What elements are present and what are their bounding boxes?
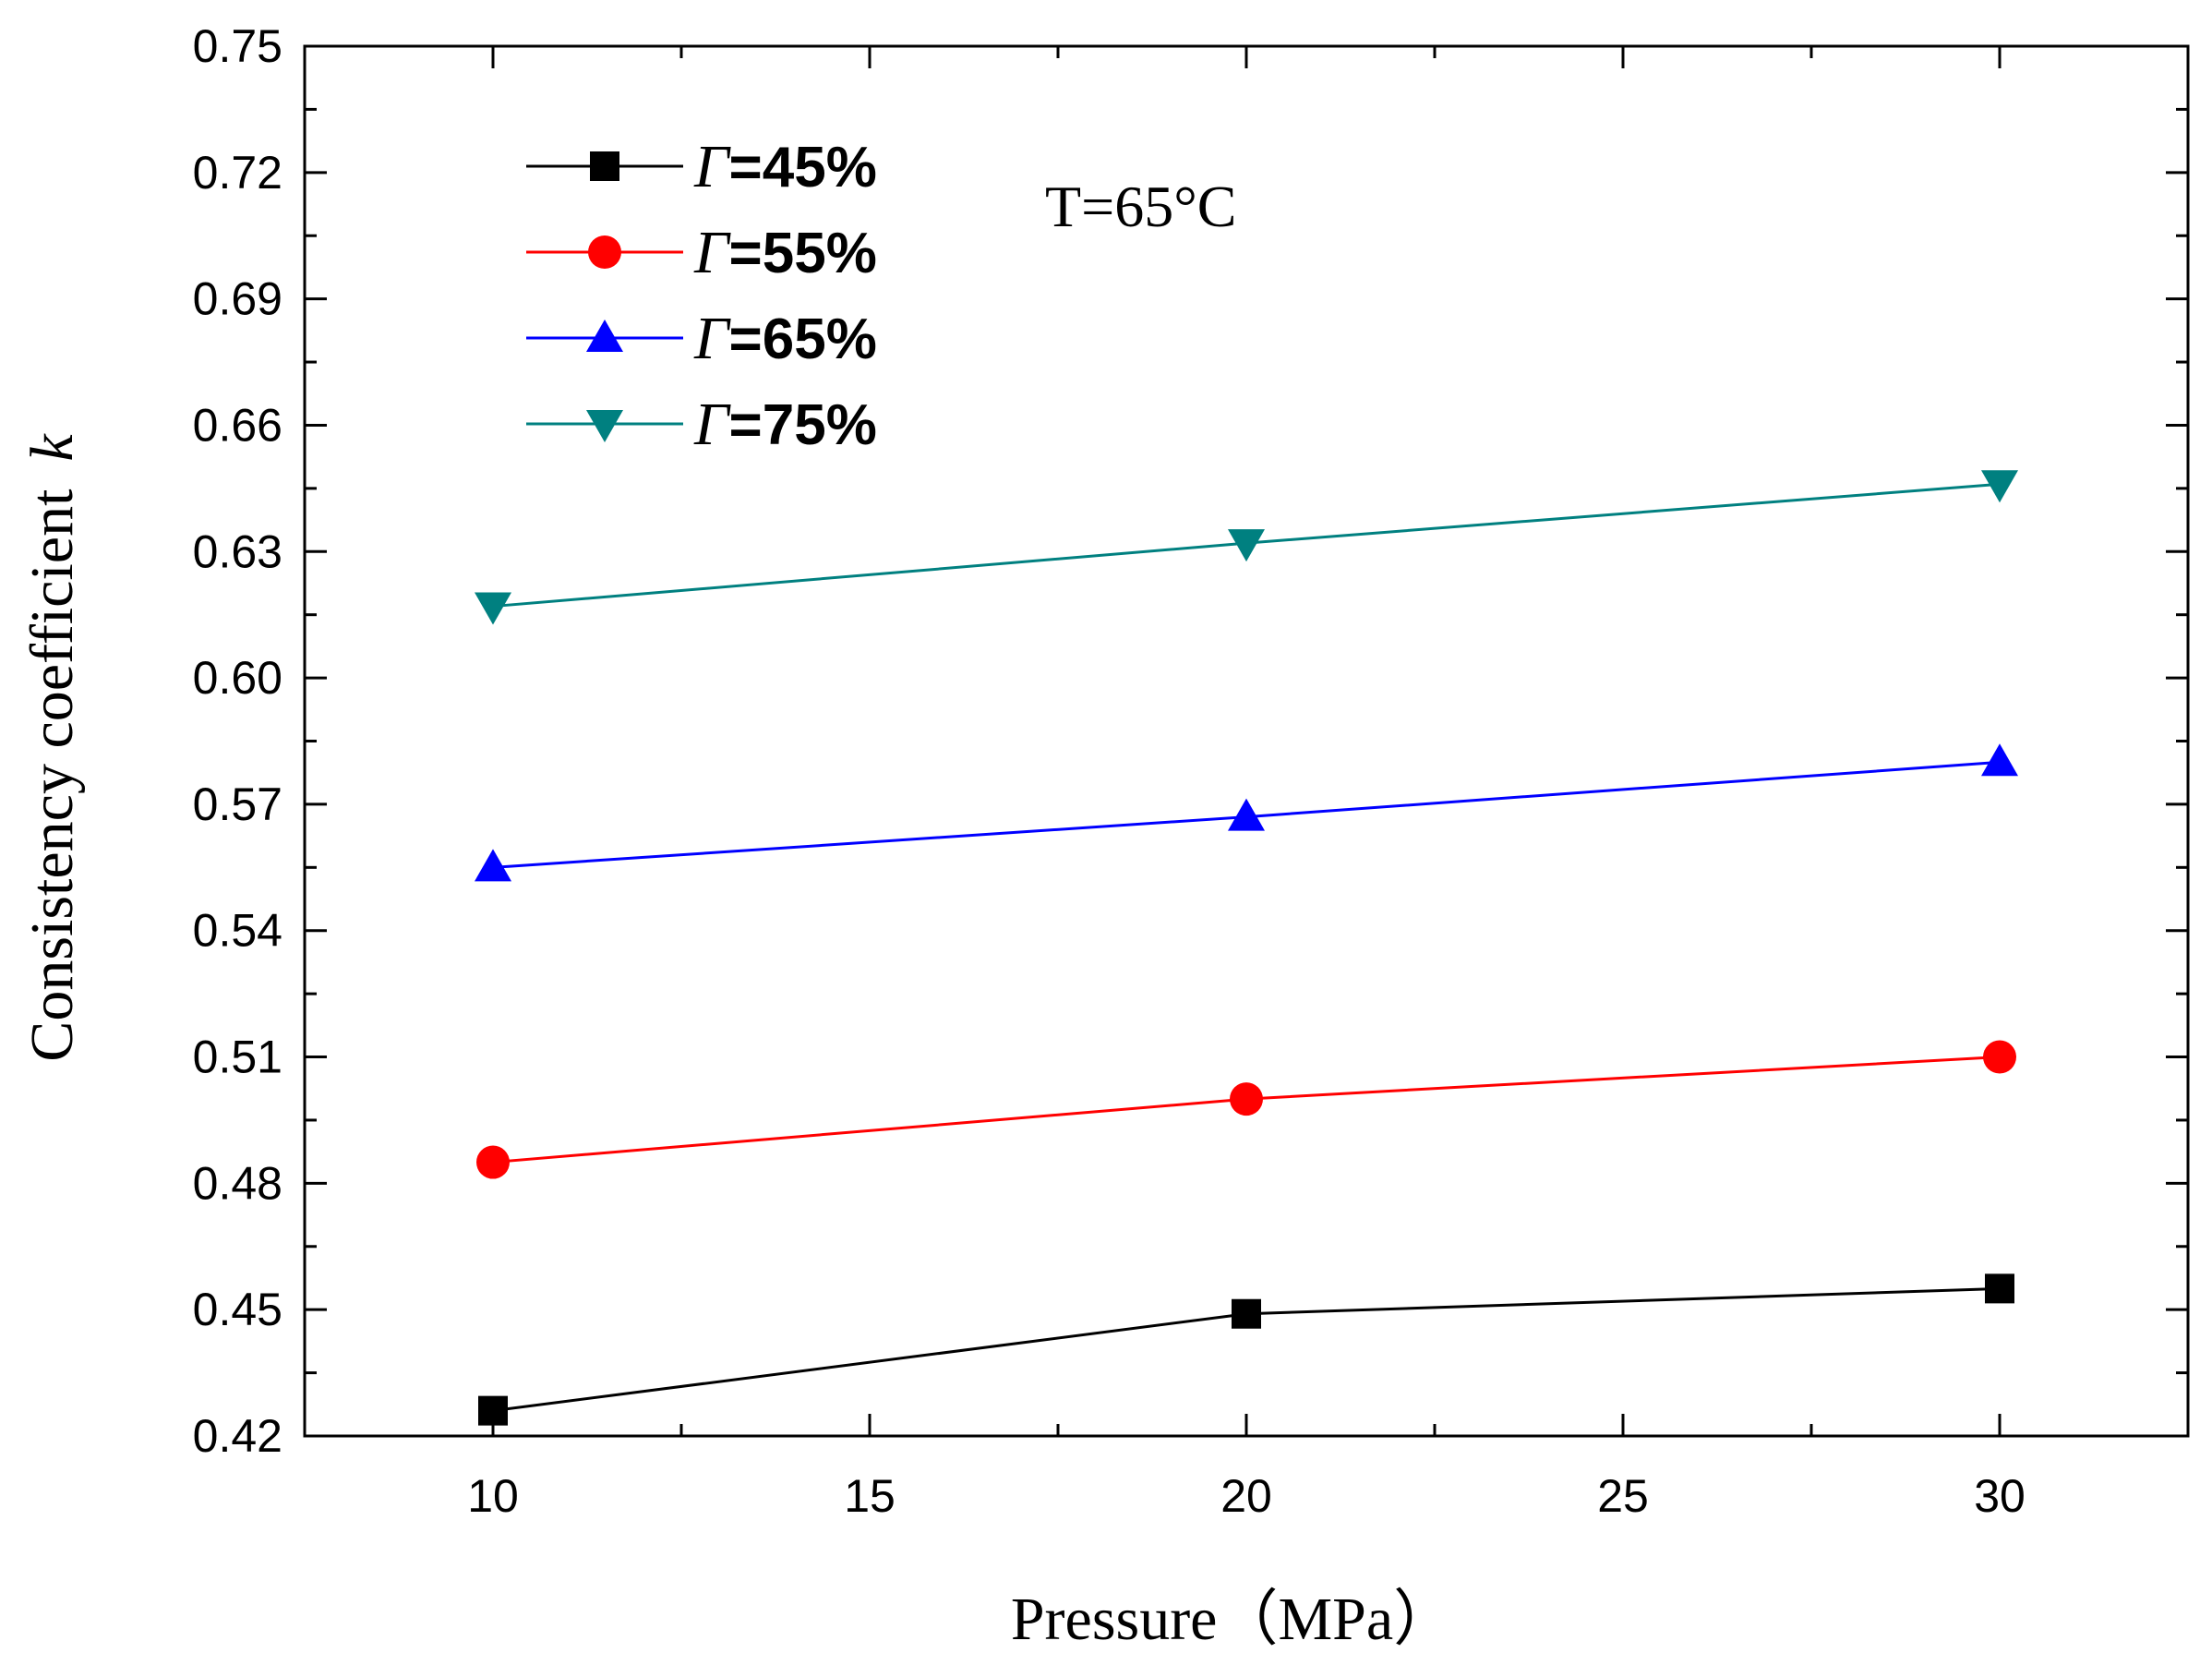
legend-value-3: =75% [729, 393, 877, 457]
legend-marker-1 [588, 235, 621, 269]
x-tick-label: 20 [1220, 1470, 1272, 1522]
data-point-3-2 [1981, 470, 2018, 503]
legend-label-3: Γ=75% [693, 391, 877, 458]
legend: Γ=45%Γ=55%Γ=65%Γ=75% [526, 133, 877, 458]
data-point-0-2 [1985, 1273, 2014, 1304]
x-axis-title: Pressure（MPa） [1011, 1586, 1454, 1653]
y-tick-label: 0.69 [193, 273, 283, 325]
legend-symbol-2: Γ [693, 305, 731, 372]
x-tick-label: 30 [1974, 1470, 2026, 1522]
data-point-1-0 [476, 1145, 510, 1179]
legend-symbol-3: Γ [693, 391, 731, 458]
x-axis: 10 15 20 25 30 [303, 46, 2190, 1522]
plot-frame [303, 44, 2190, 1438]
legend-label-0: Γ=45% [693, 133, 877, 200]
y-tick-label: 0.75 [193, 20, 283, 72]
y-axis: 0.42 0.45 0.48 0.51 0.54 0.57 0.60 0.63 0.66 0.69… [193, 20, 2188, 1462]
x-tick-label: 15 [844, 1470, 896, 1522]
x-tick-label: 10 [467, 1470, 519, 1522]
y-tick-label: 0.48 [193, 1157, 283, 1209]
y-tick-label: 0.54 [193, 905, 283, 957]
y-tick-label: 0.60 [193, 652, 283, 704]
data-point-3-1 [1228, 529, 1265, 562]
legend-value-2: =65% [729, 308, 877, 371]
x-tick-label: 25 [1597, 1470, 1649, 1522]
series-layer [475, 470, 2018, 1426]
legend-value-0: =45% [729, 136, 877, 199]
y-tick-label: 0.63 [193, 525, 283, 577]
data-point-0-1 [1232, 1298, 1261, 1329]
data-point-1-2 [1983, 1040, 2016, 1074]
data-point-0-0 [478, 1395, 508, 1426]
data-point-2-1 [1228, 798, 1265, 831]
y-tick-label: 0.72 [193, 147, 283, 199]
data-point-3-0 [475, 592, 511, 625]
y-tick-label: 0.51 [193, 1032, 283, 1083]
legend-value-1: =55% [729, 222, 877, 285]
data-point-2-2 [1981, 743, 2018, 777]
legend-symbol-0: Γ [693, 133, 731, 200]
legend-label-2: Γ=65% [693, 305, 877, 372]
legend-marker-3 [586, 410, 623, 442]
y-tick-label: 0.42 [193, 1410, 283, 1462]
legend-marker-2 [586, 320, 623, 352]
y-axis-title: Consistency coefficient k [18, 433, 86, 1062]
legend-symbol-1: Γ [693, 219, 731, 286]
legend-label-1: Γ=55% [693, 219, 877, 286]
y-tick-label: 0.66 [193, 399, 283, 451]
legend-marker-0 [590, 151, 619, 181]
y-tick-label: 0.57 [193, 778, 283, 830]
y-axis-title-symbol: k [18, 433, 86, 462]
data-point-1-1 [1230, 1082, 1263, 1116]
temperature-annotation: T=65°C [1045, 174, 1236, 239]
y-axis-title-text: Consistency coefficient [18, 489, 86, 1062]
data-point-2-0 [475, 849, 511, 882]
y-tick-label: 0.45 [193, 1284, 283, 1335]
